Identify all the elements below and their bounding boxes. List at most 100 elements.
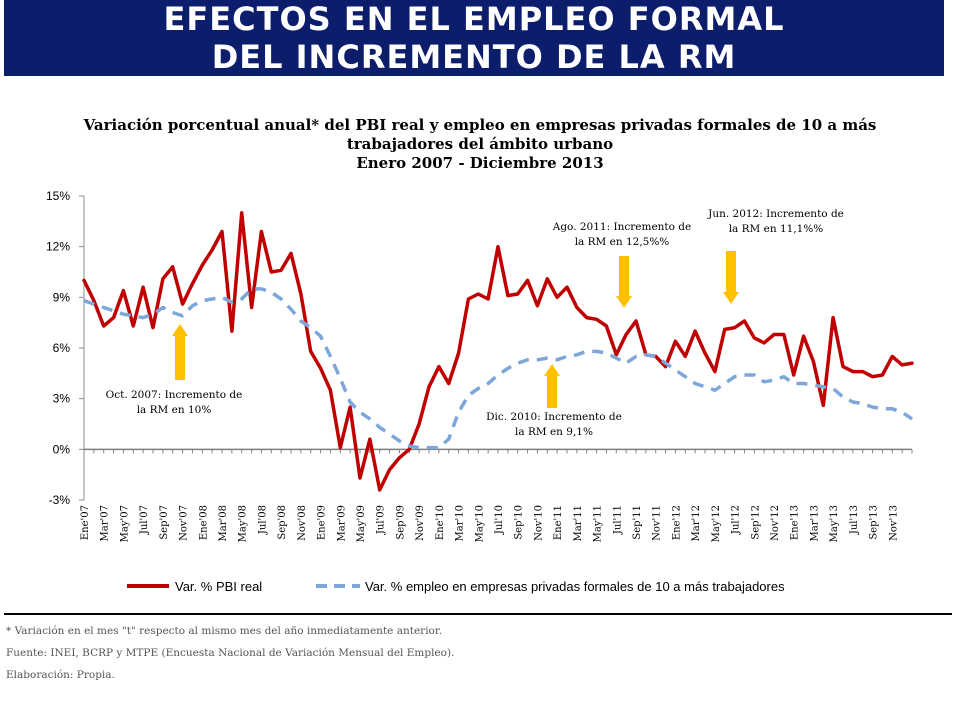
employment-data-point xyxy=(172,311,174,313)
employment-data-point xyxy=(842,396,844,398)
pbi-data-point xyxy=(132,325,134,327)
chart-title: Variación porcentual anual* del PBI real… xyxy=(60,116,900,173)
y-tick-label: 6% xyxy=(53,341,71,355)
annotation-text: la RM en 11,1%% xyxy=(729,223,824,235)
employment-data-point xyxy=(605,352,607,354)
x-tick-label: Jul'11 xyxy=(612,505,623,535)
y-tick-label: 15% xyxy=(46,189,70,203)
employment-data-point xyxy=(132,315,134,317)
employment-data-point xyxy=(112,310,114,312)
x-tick-label: Mar'11 xyxy=(573,505,584,541)
pbi-data-point xyxy=(625,333,627,335)
x-tick-label: May'08 xyxy=(238,505,249,542)
employment-data-point xyxy=(595,350,597,352)
pbi-data-point xyxy=(103,325,105,327)
employment-data-point xyxy=(418,446,420,448)
employment-data-point xyxy=(428,446,430,448)
employment-data-point xyxy=(181,315,183,317)
employment-data-point xyxy=(645,354,647,356)
pbi-data-point xyxy=(448,382,450,384)
y-tick-label: -3% xyxy=(49,493,71,507)
pbi-data-point xyxy=(250,306,252,308)
employment-data-point xyxy=(359,411,361,413)
employment-data-point xyxy=(122,313,124,315)
employment-series-line xyxy=(83,287,913,450)
x-tick-label: Ene'11 xyxy=(553,505,564,540)
x-tick-label: Nov'13 xyxy=(888,505,899,541)
title-banner: EFECTOS EN EL EMPLEO FORMAL DEL INCREMEN… xyxy=(4,0,944,76)
employment-data-point xyxy=(250,288,252,290)
pbi-data-point xyxy=(270,271,272,273)
employment-data-point xyxy=(497,374,499,376)
x-tick-label: Nov'07 xyxy=(179,505,190,541)
employment-data-point xyxy=(635,355,637,357)
x-tick-label: Jul'09 xyxy=(376,505,387,535)
employment-data-point xyxy=(310,327,312,329)
pbi-data-point xyxy=(310,350,312,352)
employment-data-point xyxy=(270,291,272,293)
y-tick-label: 0% xyxy=(53,442,71,456)
x-tick-label: May'12 xyxy=(711,505,722,542)
pbi-data-point xyxy=(408,448,410,450)
employment-data-point xyxy=(93,303,95,305)
pbi-data-point xyxy=(536,305,538,307)
pbi-data-point xyxy=(369,438,371,440)
pbi-data-point xyxy=(753,337,755,339)
employment-data-point xyxy=(615,357,617,359)
employment-data-point xyxy=(901,411,903,413)
employment-data-point xyxy=(507,367,509,369)
y-tick-label: 9% xyxy=(53,290,71,304)
pbi-data-point xyxy=(241,212,243,214)
employment-data-point xyxy=(724,382,726,384)
employment-data-point xyxy=(201,300,203,302)
x-tick-label: Sep'13 xyxy=(869,505,880,540)
footnote-source: Fuente: INEI, BCRP y MTPE (Encuesta Naci… xyxy=(6,647,455,659)
y-tick-label: 12% xyxy=(46,240,70,254)
pbi-data-point xyxy=(221,230,223,232)
employment-data-point xyxy=(211,298,213,300)
x-tick-label: Mar'12 xyxy=(691,505,702,541)
pbi-data-point xyxy=(93,300,95,302)
employment-data-point xyxy=(881,408,883,410)
employment-data-point xyxy=(349,401,351,403)
pbi-data-point xyxy=(280,269,282,271)
x-tick-label: Nov'08 xyxy=(297,505,308,541)
employment-data-point xyxy=(664,362,666,364)
x-tick-label: Ene'10 xyxy=(435,505,446,540)
pbi-data-point xyxy=(339,446,341,448)
annotation-text: Ago. 2011: Incremento de xyxy=(552,221,691,233)
pbi-data-point xyxy=(211,249,213,251)
pbi-data-point xyxy=(714,370,716,372)
pbi-data-point xyxy=(802,335,804,337)
x-tick-label: Sep'12 xyxy=(750,505,761,540)
chart-title-line-3: Enero 2007 - Diciembre 2013 xyxy=(356,154,604,172)
x-tick-label: Nov'10 xyxy=(533,505,544,541)
x-tick-label: Mar'08 xyxy=(218,505,229,541)
legend-pbi-label: Var. % PBI real xyxy=(175,579,262,594)
pbi-data-point xyxy=(615,354,617,356)
employment-data-point xyxy=(290,308,292,310)
x-tick-label: Ene'09 xyxy=(317,505,328,540)
footnote-elaboration: Elaboración: Propia. xyxy=(6,669,115,681)
x-tick-label: Nov'09 xyxy=(415,505,426,541)
employment-data-point xyxy=(694,382,696,384)
pbi-data-point xyxy=(477,293,479,295)
pbi-data-point xyxy=(566,286,568,288)
employment-data-point xyxy=(862,403,864,405)
employment-data-point xyxy=(457,411,459,413)
employment-data-point xyxy=(674,369,676,371)
pbi-data-point xyxy=(497,245,499,247)
pbi-data-point xyxy=(300,293,302,295)
employment-data-point xyxy=(802,382,804,384)
chart-title-line-1: Variación porcentual anual* del PBI real… xyxy=(83,116,877,134)
pbi-data-point xyxy=(773,333,775,335)
pbi-data-point xyxy=(517,293,519,295)
employment-data-point xyxy=(280,298,282,300)
pbi-data-point xyxy=(743,320,745,322)
pbi-data-point xyxy=(694,330,696,332)
pbi-data-point xyxy=(724,328,726,330)
pbi-data-point xyxy=(586,316,588,318)
employment-data-point xyxy=(753,374,755,376)
x-tick-label: Ene'07 xyxy=(80,505,91,540)
pbi-data-point xyxy=(576,306,578,308)
